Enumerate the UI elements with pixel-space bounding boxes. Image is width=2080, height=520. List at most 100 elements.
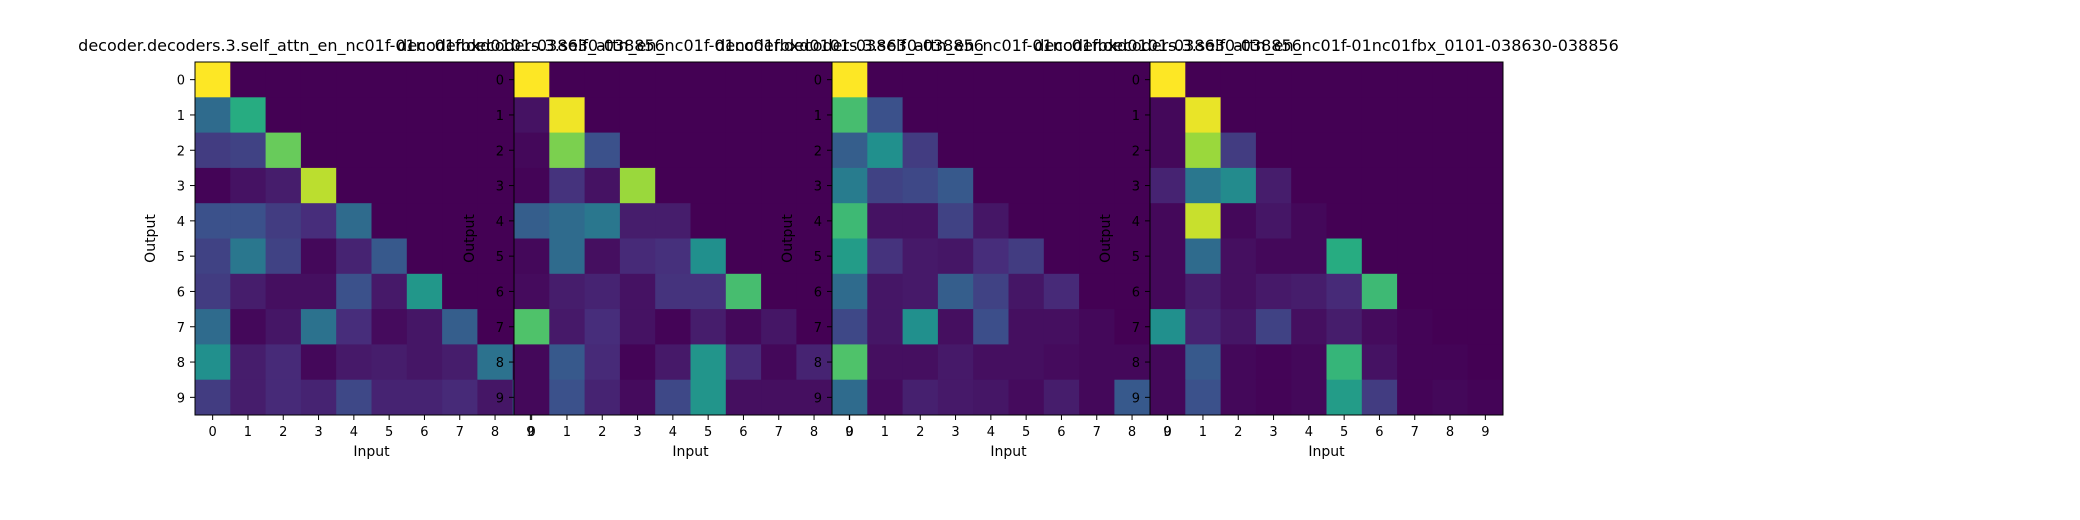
y-tick-label-0: 0 — [1132, 74, 1140, 89]
heatmap-cell-r9-c0 — [832, 379, 868, 416]
heatmap-cell-r1-c1 — [230, 97, 266, 133]
heatmap-cell-r9-c2 — [902, 379, 939, 416]
heatmap-cell-r2-c6 — [725, 132, 762, 169]
heatmap-cell-r1-c3 — [619, 97, 656, 133]
heatmap-cell-r4-c0 — [195, 203, 231, 239]
heatmap-cell-r1-c3 — [300, 97, 337, 133]
heatmap-cell-r7-c3 — [619, 309, 656, 345]
heatmap-cell-r3-c5 — [1008, 167, 1045, 204]
heatmap-cell-r8-c8 — [1432, 344, 1469, 381]
heatmap-cell-r5-c3 — [619, 238, 656, 275]
heatmap-cell-r9-c0 — [514, 379, 550, 416]
heatmap-cell-r0-c5 — [1326, 62, 1363, 98]
heatmap-cell-r4-c1 — [867, 203, 903, 239]
heatmap-cell-r1-c8 — [477, 97, 514, 133]
x-tick-label-3: 3 — [1269, 425, 1277, 440]
heatmap-cell-r2-c5 — [1008, 132, 1045, 169]
y-tick-label-7: 7 — [1132, 321, 1140, 336]
heatmap-cell-r2-c4 — [1291, 132, 1327, 169]
heatmap-cell-r3-c0 — [514, 167, 550, 204]
heatmap-cell-r7-c5 — [1326, 309, 1363, 345]
chart-title: decoder.decoders.3.self_attn_en_nc01f-01… — [715, 36, 1302, 56]
heatmap-cell-r1-c1 — [549, 97, 585, 133]
heatmap-cell-r6-c3 — [619, 273, 656, 310]
heatmap-cell-r9-c9 — [1467, 379, 1504, 416]
plot-frame — [1149, 61, 1504, 416]
heatmap-cell-r3-c0 — [195, 167, 231, 204]
heatmap-cell-r1-c5 — [1008, 97, 1045, 133]
heatmap-cell-r7-c8 — [1432, 309, 1469, 345]
heatmap-cell-r6-c8 — [1432, 273, 1469, 310]
heatmap-cell-r9-c4 — [1291, 379, 1327, 416]
heatmap-cell-r3-c2 — [1220, 167, 1257, 204]
heatmap-cell-r6-c8 — [796, 273, 833, 310]
x-axis-label: Input — [1308, 444, 1345, 460]
heatmap-cell-r4-c2 — [584, 203, 621, 239]
heatmap-cell-r9-c7 — [442, 379, 478, 416]
heatmap-cell-r8-c4 — [336, 344, 372, 381]
heatmap-cell-r8-c0 — [832, 344, 868, 381]
x-tick-label-0: 0 — [209, 425, 217, 440]
y-tick-label-8: 8 — [177, 356, 185, 371]
heatmap-cell-r1-c1 — [1185, 97, 1221, 133]
heatmap-cell-r6-c1 — [1185, 273, 1221, 310]
heatmap-cell-r6-c4 — [336, 273, 372, 310]
heatmap-cell-r1-c7 — [761, 97, 797, 133]
heatmap-cell-r3-c3 — [1255, 167, 1292, 204]
heatmap-cell-r6-c6 — [1043, 273, 1080, 310]
heatmap-cell-r7-c6 — [725, 309, 762, 345]
heatmap-cell-r0-c6 — [1043, 62, 1080, 98]
heatmap-cell-r3-c0 — [832, 167, 868, 204]
heatmap-cell-r4-c4 — [973, 203, 1009, 239]
heatmap-cell-r9-c8 — [1432, 379, 1469, 416]
heatmap-cell-r0-c5 — [1008, 62, 1045, 98]
heatmap-cell-r3-c5 — [690, 167, 727, 204]
x-tick-label-5: 5 — [1022, 425, 1030, 440]
heatmap-cell-r8-c4 — [973, 344, 1009, 381]
heatmap-cell-r7-c1 — [1185, 309, 1221, 345]
heatmap-cell-r0-c3 — [937, 62, 974, 98]
heatmap-cell-r5-c8 — [477, 238, 514, 275]
heatmap-cell-r3-c7 — [761, 167, 797, 204]
heatmap-cell-r0-c1 — [1185, 62, 1221, 98]
x-tick-label-4: 4 — [1305, 425, 1313, 440]
heatmap-cell-r8-c8 — [796, 344, 833, 381]
heatmap-cell-r9-c6 — [1361, 379, 1398, 416]
heatmap-cell-r5-c9 — [1467, 238, 1504, 275]
heatmap-cell-r2-c9 — [1467, 132, 1504, 169]
heatmap-cell-r1-c9 — [1467, 97, 1504, 133]
heatmap-cell-r2-c5 — [371, 132, 408, 169]
heatmap-cell-r5-c1 — [230, 238, 266, 275]
heatmap-cell-r2-c0 — [832, 132, 868, 169]
x-tick-label-9: 9 — [1163, 425, 1171, 440]
heatmap-cell-r3-c8 — [796, 167, 833, 204]
heatmap-cell-r0-c0 — [832, 62, 868, 98]
y-tick-label-7: 7 — [177, 321, 185, 336]
heatmap-cell-r4-c7 — [1397, 203, 1433, 239]
heatmap-cell-r9-c2 — [584, 379, 621, 416]
heatmap-cell-r1-c5 — [690, 97, 727, 133]
heatmap-cell-r9-c2 — [265, 379, 302, 416]
heatmap-cell-r2-c1 — [230, 132, 266, 169]
heatmap-cell-r3-c4 — [336, 167, 372, 204]
x-tick-label-7: 7 — [456, 425, 464, 440]
heatmap-cell-r2-c4 — [336, 132, 372, 169]
heatmap-cell-r4-c7 — [761, 203, 797, 239]
heatmap-cell-r3-c1 — [867, 167, 903, 204]
y-tick-label-5: 5 — [1132, 250, 1140, 265]
heatmap-cell-r6-c3 — [300, 273, 337, 310]
heatmap-cell-r3-c3 — [300, 167, 337, 204]
heatmap-cell-r8-c3 — [619, 344, 656, 381]
heatmap-cell-r7-c9 — [1467, 309, 1504, 345]
heatmap-cell-r1-c4 — [973, 97, 1009, 133]
heatmap-cell-r4-c4 — [1291, 203, 1327, 239]
heatmap-cell-r1-c1 — [867, 97, 903, 133]
heatmap-cell-r7-c1 — [867, 309, 903, 345]
heatmap-cell-r1-c6 — [1043, 97, 1080, 133]
heatmap-cell-r3-c1 — [549, 167, 585, 204]
heatmap-cell-r2-c6 — [1043, 132, 1080, 169]
heatmap-cell-r1-c6 — [406, 97, 443, 133]
y-tick-label-4: 4 — [496, 215, 504, 230]
heatmap-cell-r1-c3 — [1255, 97, 1292, 133]
y-tick-label-1: 1 — [496, 109, 504, 124]
